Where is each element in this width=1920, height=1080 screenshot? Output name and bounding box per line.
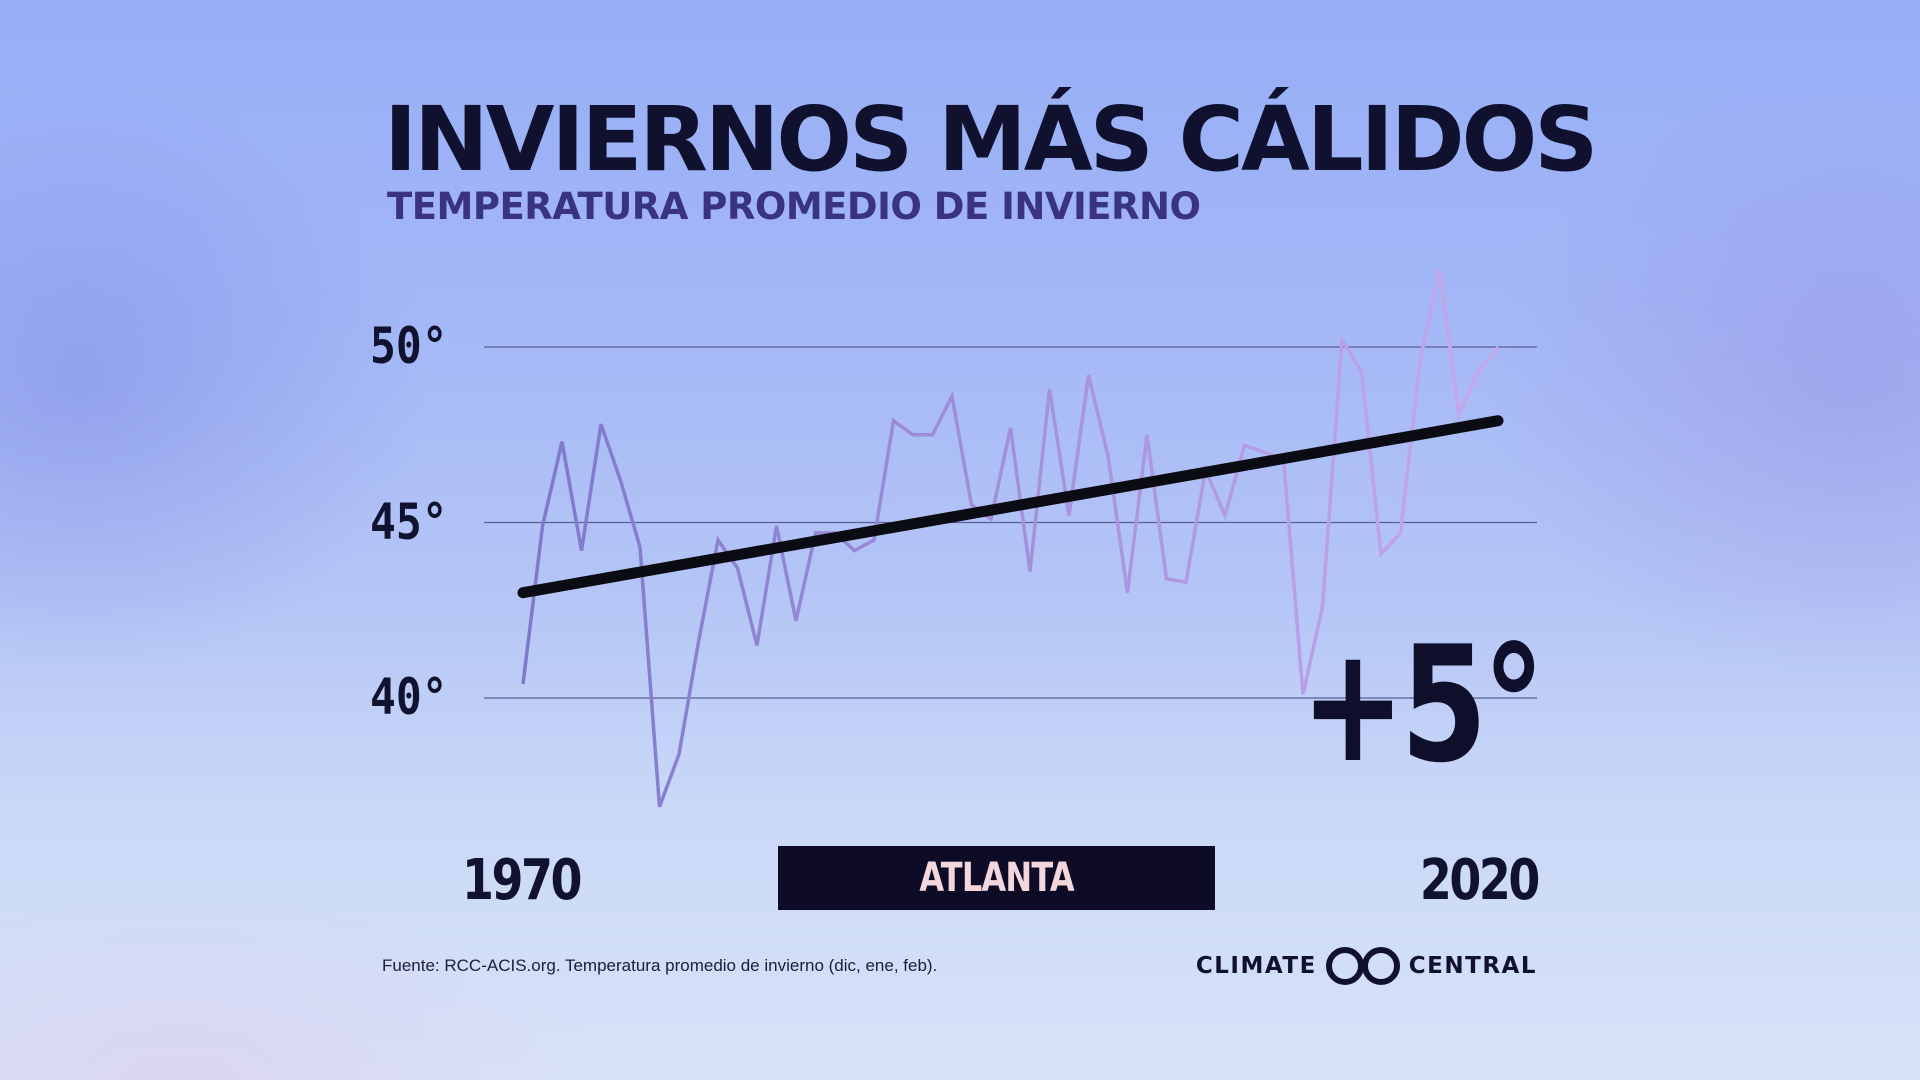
x-tick-label-start: 1970 bbox=[462, 848, 582, 913]
data-point-1996 bbox=[1028, 570, 1032, 574]
trend-line bbox=[517, 415, 1504, 599]
data-point-1980 bbox=[716, 538, 720, 542]
data-point-1975 bbox=[619, 478, 623, 482]
data-point-1998 bbox=[1067, 514, 1071, 518]
data-point-1981 bbox=[736, 566, 740, 570]
data-point-1970 bbox=[521, 682, 525, 686]
data-point-1978 bbox=[677, 752, 681, 756]
data-point-1988 bbox=[872, 538, 876, 542]
location-label: ATLANTA bbox=[919, 855, 1074, 901]
data-point-1989 bbox=[892, 419, 896, 423]
data-point-2000 bbox=[1106, 454, 1110, 458]
data-point-2007 bbox=[1243, 443, 1247, 447]
data-point-2002 bbox=[1145, 433, 1149, 437]
data-point-1973 bbox=[580, 549, 584, 553]
gridlines bbox=[484, 346, 1537, 699]
data-point-1993 bbox=[970, 503, 974, 507]
data-point-2003 bbox=[1165, 577, 1169, 581]
temperature-change-label: +5° bbox=[1300, 611, 1544, 798]
data-point-1992 bbox=[950, 394, 954, 398]
data-point-2013 bbox=[1360, 370, 1364, 374]
data-point-1979 bbox=[697, 640, 701, 644]
data-point-2015 bbox=[1399, 531, 1403, 535]
data-point-2001 bbox=[1126, 591, 1130, 595]
data-point-1974 bbox=[599, 422, 603, 426]
brand-word-left: CLIMATE bbox=[1195, 953, 1317, 979]
source-note: Fuente: RCC-ACIS.org. Temperatura promed… bbox=[382, 956, 938, 975]
data-point-1995 bbox=[1009, 426, 1013, 430]
data-point-2018 bbox=[1457, 412, 1461, 416]
data-point-2016 bbox=[1418, 359, 1422, 363]
data-point-2019 bbox=[1477, 370, 1481, 374]
data-point-2011 bbox=[1321, 605, 1325, 609]
data-point-2012 bbox=[1340, 338, 1344, 342]
brand-word-right: CENTRAL bbox=[1408, 953, 1537, 979]
data-point-1987 bbox=[853, 549, 857, 553]
chart-title: INVIERNOS MÁS CÁLIDOS bbox=[384, 87, 1598, 191]
data-point-2004 bbox=[1184, 580, 1188, 584]
data-point-1971 bbox=[541, 524, 545, 528]
data-point-2017 bbox=[1438, 268, 1442, 272]
data-point-1994 bbox=[989, 517, 993, 521]
data-point-1997 bbox=[1048, 387, 1052, 391]
series-line-atlanta bbox=[521, 269, 1500, 808]
data-point-1977 bbox=[658, 805, 662, 809]
brand-logo-block: CLIMATE CENTRAL bbox=[1196, 946, 1537, 986]
data-point-2020 bbox=[1496, 345, 1500, 349]
data-point-1972 bbox=[560, 440, 564, 444]
trend-line-group bbox=[517, 415, 1504, 599]
data-point-1976 bbox=[638, 545, 642, 549]
data-point-2014 bbox=[1379, 552, 1383, 556]
data-point-2006 bbox=[1223, 514, 1227, 518]
series-line-group bbox=[521, 268, 1500, 809]
location-badge: ATLANTA bbox=[778, 846, 1215, 910]
y-tick-label-45: 45° bbox=[370, 492, 448, 551]
data-point-2008 bbox=[1262, 450, 1266, 454]
data-point-1990 bbox=[911, 433, 915, 437]
x-tick-label-end: 2020 bbox=[1420, 848, 1540, 913]
data-point-1984 bbox=[794, 619, 798, 623]
data-point-1985 bbox=[814, 531, 818, 535]
data-point-1983 bbox=[775, 524, 779, 528]
data-point-1982 bbox=[755, 643, 759, 647]
y-tick-label-40: 40° bbox=[370, 668, 448, 726]
y-tick-label-50: 50° bbox=[370, 317, 448, 375]
climate-central-logo-icon bbox=[1325, 947, 1400, 985]
data-point-1999 bbox=[1087, 373, 1091, 377]
chart-subtitle: TEMPERATURA PROMEDIO DE INVIERNO bbox=[387, 185, 1201, 228]
data-point-1991 bbox=[931, 433, 935, 437]
